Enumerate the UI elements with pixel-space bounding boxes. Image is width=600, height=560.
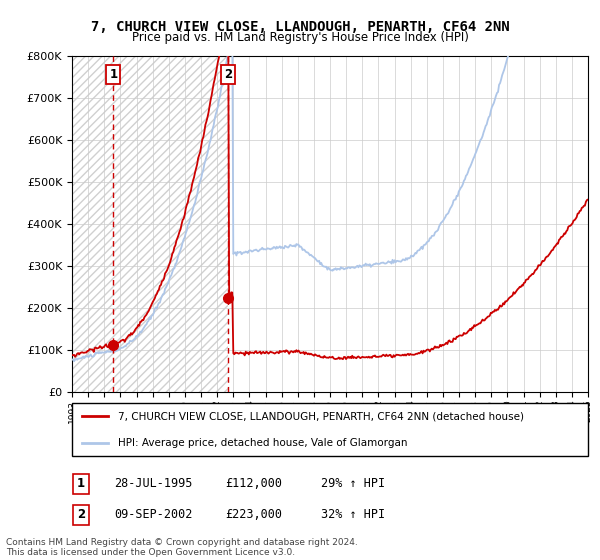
FancyBboxPatch shape (72, 403, 588, 456)
Bar (72, 56, 113, 392)
Text: 7, CHURCH VIEW CLOSE, LLANDOUGH, PENARTH, CF64 2NN: 7, CHURCH VIEW CLOSE, LLANDOUGH, PENARTH… (91, 20, 509, 34)
Bar (113, 56, 228, 392)
Text: 1: 1 (109, 68, 118, 81)
Text: Price paid vs. HM Land Registry's House Price Index (HPI): Price paid vs. HM Land Registry's House … (131, 31, 469, 44)
Text: 29% ↑ HPI: 29% ↑ HPI (321, 477, 385, 491)
Text: 32% ↑ HPI: 32% ↑ HPI (321, 508, 385, 521)
Text: HPI: Average price, detached house, Vale of Glamorgan: HPI: Average price, detached house, Vale… (118, 438, 408, 448)
Text: 09-SEP-2002: 09-SEP-2002 (114, 508, 193, 521)
Text: 7, CHURCH VIEW CLOSE, LLANDOUGH, PENARTH, CF64 2NN (detached house): 7, CHURCH VIEW CLOSE, LLANDOUGH, PENARTH… (118, 412, 524, 422)
Text: Contains HM Land Registry data © Crown copyright and database right 2024.
This d: Contains HM Land Registry data © Crown c… (6, 538, 358, 557)
Text: 2: 2 (224, 68, 232, 81)
Text: 28-JUL-1995: 28-JUL-1995 (114, 477, 193, 491)
Text: 2: 2 (77, 508, 85, 521)
Text: £223,000: £223,000 (225, 508, 282, 521)
Text: £112,000: £112,000 (225, 477, 282, 491)
Text: 1: 1 (77, 477, 85, 491)
